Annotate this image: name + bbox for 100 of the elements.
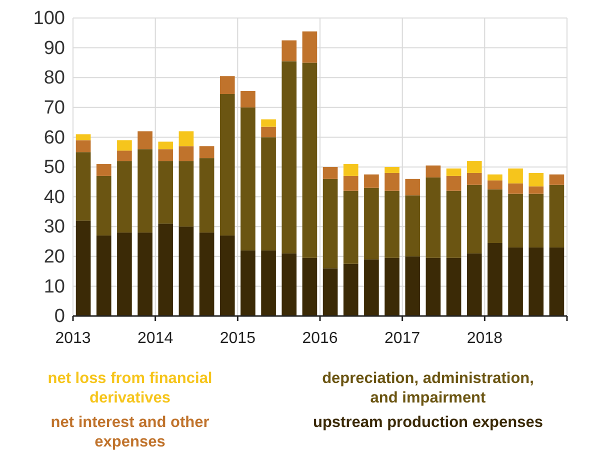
bar <box>158 142 174 150</box>
bar <box>138 149 152 233</box>
y-tick-label: 0 <box>54 306 65 328</box>
bar <box>528 247 544 316</box>
bar <box>322 178 338 268</box>
bar <box>240 91 256 108</box>
text: upstream production expenses <box>313 414 543 431</box>
bar <box>178 161 194 227</box>
y-tick-label: 20 <box>44 246 65 268</box>
bar <box>138 131 152 150</box>
bar <box>384 172 400 191</box>
bar <box>302 258 318 316</box>
bar <box>220 236 235 316</box>
bar <box>282 40 297 62</box>
bar <box>488 242 502 316</box>
bar <box>96 164 112 176</box>
bar <box>405 256 420 316</box>
bar <box>508 194 523 248</box>
bar <box>343 176 358 191</box>
bar <box>426 258 441 316</box>
bar <box>282 253 297 316</box>
y-tick-label: 40 <box>44 186 65 208</box>
y-tick-label: 70 <box>44 97 65 118</box>
bar <box>446 190 462 258</box>
bar <box>178 146 194 162</box>
bar <box>117 161 132 233</box>
bar <box>405 195 420 256</box>
bar <box>528 186 544 194</box>
bar <box>199 158 214 233</box>
bar <box>384 258 400 316</box>
bar <box>508 247 523 316</box>
x-tick-label: 2018 <box>466 330 503 348</box>
bar <box>282 61 297 254</box>
bar <box>138 232 152 316</box>
bar <box>466 161 482 173</box>
bar <box>76 152 91 221</box>
bar <box>261 250 276 316</box>
bar <box>384 190 400 258</box>
bar <box>466 184 482 254</box>
bar <box>549 184 564 248</box>
bar <box>466 253 482 316</box>
bar <box>178 226 194 316</box>
bar <box>158 224 174 316</box>
bar <box>240 107 256 250</box>
bar <box>426 177 441 258</box>
y-tick-label: 80 <box>44 68 65 89</box>
x-tick-label: 2014 <box>138 330 174 348</box>
bar <box>446 258 462 316</box>
bar <box>96 176 112 236</box>
bar <box>488 174 502 180</box>
y-tick-label: 10 <box>44 276 65 298</box>
bar <box>261 126 276 138</box>
bar <box>117 140 132 151</box>
bar <box>76 140 91 152</box>
bar <box>508 168 523 184</box>
y-tick-label: 50 <box>44 157 65 178</box>
y-tick-label: 60 <box>44 127 65 148</box>
text: net loss from financial derivatives <box>48 370 212 406</box>
bar <box>199 146 214 158</box>
bar <box>446 176 462 191</box>
y-tick-label: 30 <box>44 216 65 238</box>
bar <box>343 190 358 264</box>
bar <box>96 236 112 316</box>
x-tick-label: 2017 <box>384 330 420 348</box>
bar <box>240 250 256 316</box>
bar <box>322 268 338 316</box>
text: depreciation, administration, and impairment <box>322 370 534 406</box>
bar <box>261 137 276 250</box>
y-tick-label: 100 <box>33 8 65 30</box>
x-tick-label: 2016 <box>302 330 338 348</box>
bar <box>364 188 379 260</box>
bar <box>302 31 318 63</box>
bar <box>405 178 420 196</box>
bar <box>178 131 194 146</box>
bar <box>158 149 174 162</box>
x-tick-label: 2015 <box>220 330 256 348</box>
bar <box>446 168 462 176</box>
bar <box>549 247 564 316</box>
bar <box>364 174 379 188</box>
bar <box>528 172 544 186</box>
y-tick-label: 90 <box>44 38 65 59</box>
bar <box>76 220 91 316</box>
bar <box>220 94 235 236</box>
bar <box>261 119 276 127</box>
bar <box>466 172 482 185</box>
text: net interest and other expenses <box>50 414 210 450</box>
bar <box>117 150 132 162</box>
bar <box>549 174 564 185</box>
bar <box>158 161 174 224</box>
bar <box>343 264 358 316</box>
bar <box>117 232 132 316</box>
bar <box>528 194 544 248</box>
bar <box>199 232 214 316</box>
bar <box>426 166 441 178</box>
bar <box>220 76 235 94</box>
x-tick-label: 2013 <box>55 330 91 348</box>
bar <box>364 259 379 316</box>
bar <box>384 167 400 173</box>
bar <box>76 134 91 140</box>
bar <box>302 62 318 258</box>
